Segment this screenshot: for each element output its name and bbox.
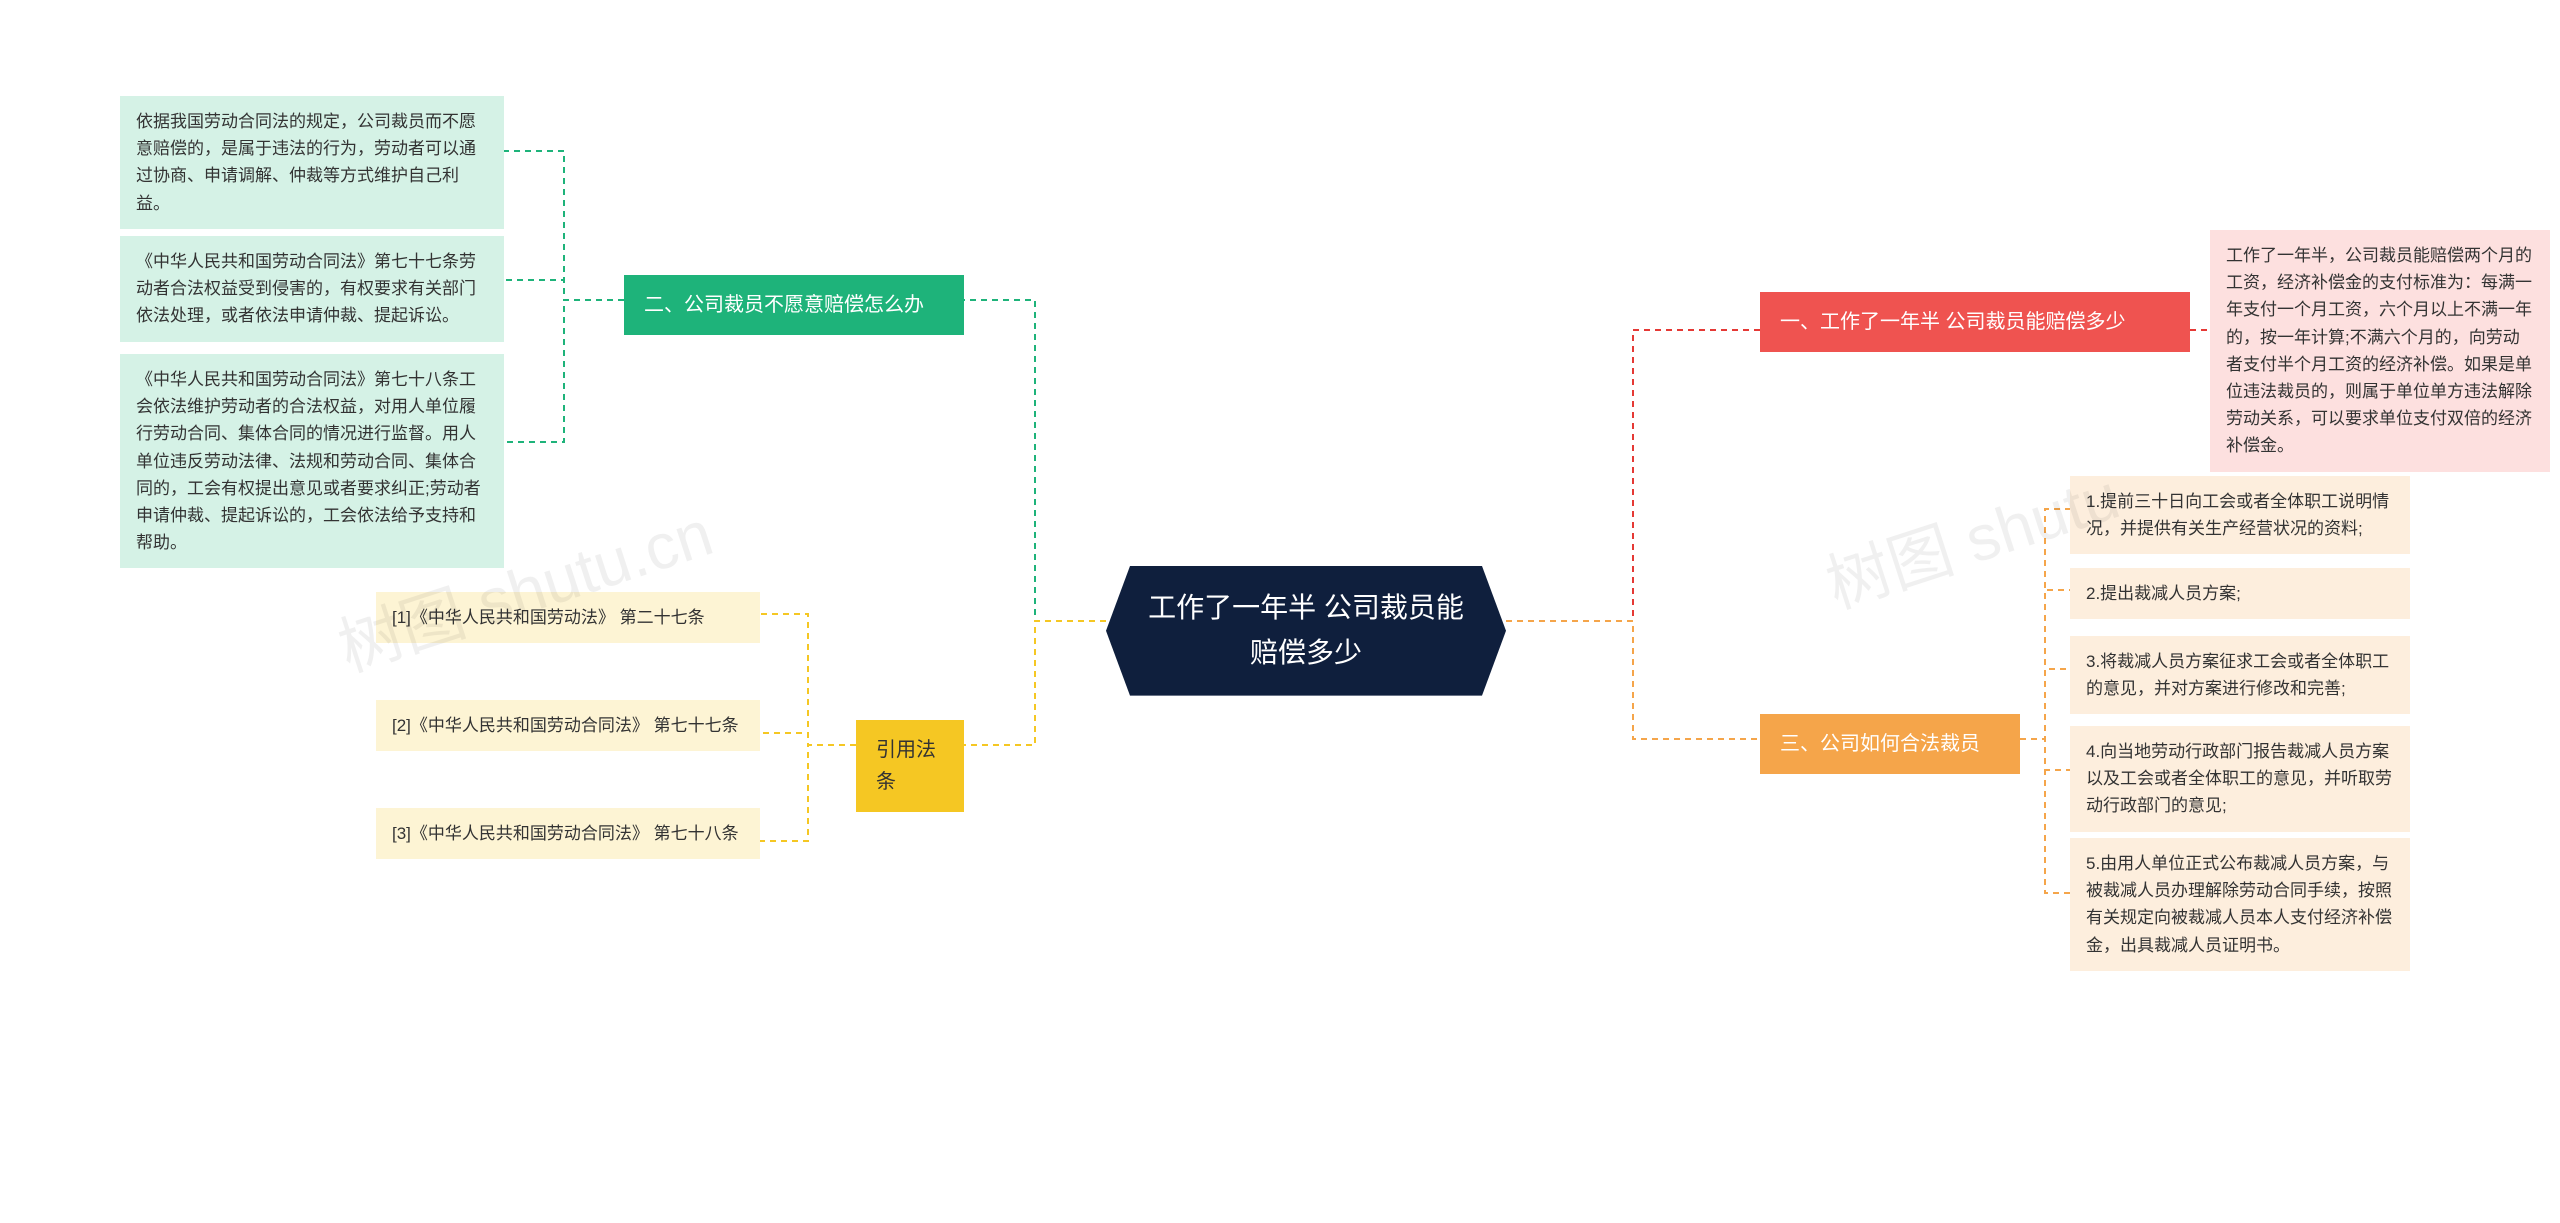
- branch-3-label: 三、公司如何合法裁员: [1780, 733, 1980, 755]
- branch-4-label: 引用法条: [876, 739, 936, 793]
- branch-4-leaf-2: [2]《中华人民共和国劳动合同法》 第七十七条: [376, 700, 760, 751]
- branch-3: 三、公司如何合法裁员: [1760, 714, 2020, 774]
- center-node: 工作了一年半 公司裁员能赔偿多少: [1106, 566, 1506, 696]
- branch-1-label: 一、工作了一年半 公司裁员能赔偿多少: [1780, 311, 2126, 333]
- branch-3-leaf-5: 5.由用人单位正式公布裁减人员方案，与被裁减人员办理解除劳动合同手续，按照有关规…: [2070, 838, 2410, 971]
- center-text: 工作了一年半 公司裁员能赔偿多少: [1148, 592, 1464, 668]
- branch-4: 引用法条: [856, 720, 964, 812]
- branch-2-leaf-1: 依据我国劳动合同法的规定，公司裁员而不愿意赔偿的，是属于违法的行为，劳动者可以通…: [120, 96, 504, 229]
- branch-3-leaf-3: 3.将裁减人员方案征求工会或者全体职工的意见，并对方案进行修改和完善;: [2070, 636, 2410, 714]
- branch-1-leaf-1: 工作了一年半，公司裁员能赔偿两个月的工资，经济补偿金的支付标准为：每满一年支付一…: [2210, 230, 2550, 472]
- branch-4-leaf-3: [3]《中华人民共和国劳动合同法》 第七十八条: [376, 808, 760, 859]
- branch-2-leaf-3: 《中华人民共和国劳动合同法》第七十八条工会依法维护劳动者的合法权益，对用人单位履…: [120, 354, 504, 568]
- branch-2-label: 二、公司裁员不愿意赔偿怎么办: [644, 294, 924, 316]
- branch-3-leaf-4: 4.向当地劳动行政部门报告裁减人员方案以及工会或者全体职工的意见，并听取劳动行政…: [2070, 726, 2410, 832]
- branch-3-leaf-1: 1.提前三十日向工会或者全体职工说明情况，并提供有关生产经营状况的资料;: [2070, 476, 2410, 554]
- branch-2: 二、公司裁员不愿意赔偿怎么办: [624, 275, 964, 335]
- branch-3-leaf-2: 2.提出裁减人员方案;: [2070, 568, 2410, 619]
- branch-4-leaf-1: [1]《中华人民共和国劳动法》 第二十七条: [376, 592, 760, 643]
- branch-1: 一、工作了一年半 公司裁员能赔偿多少: [1760, 292, 2190, 352]
- branch-2-leaf-2: 《中华人民共和国劳动合同法》第七十七条劳动者合法权益受到侵害的，有权要求有关部门…: [120, 236, 504, 342]
